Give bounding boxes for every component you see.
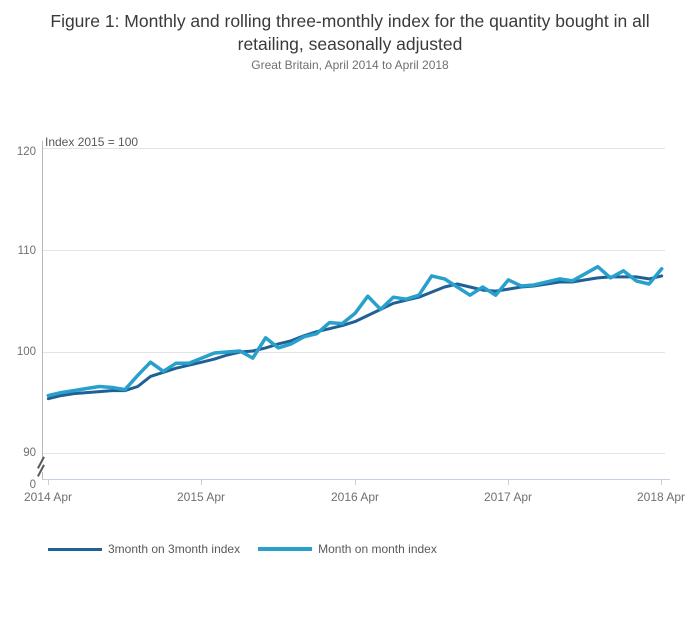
y-tick-0: 0 [29, 479, 36, 491]
series-line [46, 274, 664, 401]
series-line [46, 264, 664, 398]
y-tick-90: 90 [23, 447, 36, 459]
y-tick-100: 100 [16, 346, 36, 358]
chart-legend: 3month on 3month index Month on month in… [48, 542, 437, 556]
line-swatch-icon [258, 547, 313, 551]
x-axis-line [42, 479, 670, 480]
legend-item-3m-on-3m: 3month on 3month index [48, 542, 240, 556]
y-tick-110: 110 [17, 245, 36, 257]
x-tick-label-2014-apr: 2014 Apr [23, 490, 73, 504]
gridline-110 [42, 250, 665, 251]
x-tick-2018 [661, 480, 662, 485]
y-axis-unit-note: Index 2015 = 100 [45, 135, 139, 149]
legend-item-month-on-month: Month on month index [258, 542, 437, 556]
x-tick-label-2018-apr: 2018 Apr [636, 490, 686, 504]
x-tick-label-2015-apr: 2015 Apr [176, 490, 226, 504]
legend-label: Month on month index [318, 542, 437, 556]
gridline-100 [42, 352, 665, 353]
chart-lines [46, 264, 664, 401]
legend-label: 3month on 3month index [108, 542, 241, 556]
x-tick-label-2016-apr: 2016 Apr [330, 490, 380, 504]
x-tick-2015 [201, 480, 202, 485]
x-tick-label-2017-apr: 2017 Apr [483, 490, 533, 504]
line-swatch-icon [48, 547, 102, 551]
y-axis-line-lower [42, 472, 43, 479]
y-axis-line [42, 141, 43, 461]
x-tick-2017 [508, 480, 509, 485]
x-tick-2014 [48, 480, 49, 485]
gridline-120 [42, 148, 665, 149]
x-tick-2016 [355, 480, 356, 485]
figure-subtitle: Great Britain, April 2014 to April 2018 [251, 58, 449, 72]
y-tick-120: 120 [16, 146, 36, 158]
gridline-90 [42, 453, 665, 454]
figure-title: Figure 1: Monthly and rolling three-mont… [50, 11, 650, 55]
